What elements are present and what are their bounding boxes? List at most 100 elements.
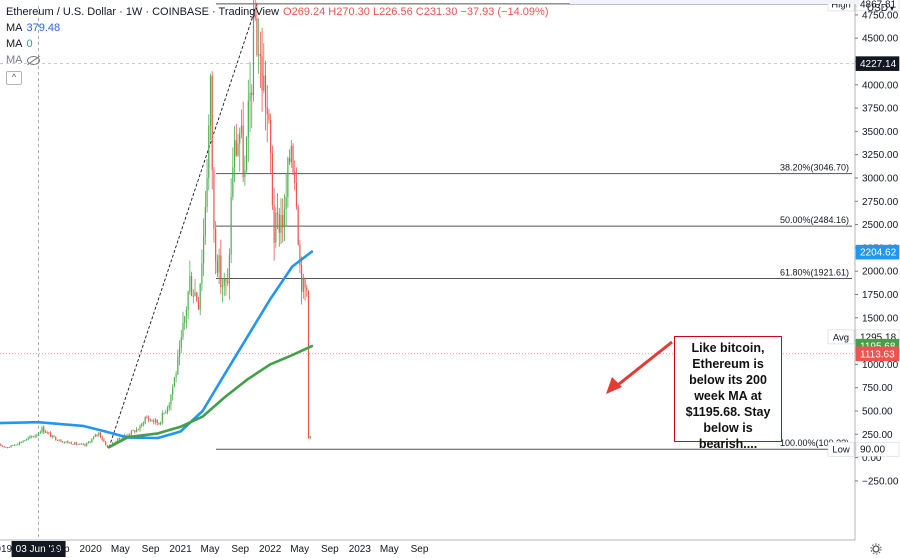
candle-body (239, 132, 241, 144)
candle-body (163, 412, 165, 414)
legend-symbol-row[interactable]: Ethereum / U.S. Dollar · 1W · COINBASE ·… (6, 4, 548, 20)
y-tick-label: 4500.00 (862, 34, 899, 45)
candle-body (10, 445, 12, 447)
legend-ma2-value: 0 (26, 38, 33, 50)
x-tick-label: 2019 (0, 544, 13, 555)
candle-body (280, 214, 282, 233)
candle-body (127, 435, 129, 436)
price-tag-text: 4867.81 (860, 0, 897, 10)
candle-body (50, 433, 52, 438)
candle-body (153, 421, 155, 423)
candle-body (189, 276, 191, 292)
candle-body (297, 206, 299, 245)
gear-icon[interactable] (870, 543, 882, 555)
candle-body (65, 441, 67, 443)
candle-body (230, 197, 232, 255)
candle-body (24, 440, 26, 442)
candle-body (221, 285, 224, 288)
candle-body (60, 440, 62, 442)
candle-body (263, 75, 265, 91)
candle-body (101, 437, 103, 440)
fib-level-label: 38.20%(3046.70) (780, 163, 849, 173)
legend-symbol[interactable]: Ethereum / U.S. Dollar · 1W · COINBASE ·… (6, 6, 280, 18)
top-strip (570, 0, 860, 4)
candle-body (70, 442, 72, 445)
candle-body (149, 419, 151, 421)
candle-body (204, 206, 206, 236)
candle-body (254, 15, 256, 19)
candle-body (166, 407, 169, 412)
candle-body (264, 75, 267, 108)
legend-ma1-value: 379.48 (26, 22, 61, 34)
candle-body (185, 309, 188, 317)
candle-body (225, 278, 227, 282)
x-tick-label: May (380, 544, 399, 555)
candle-body (160, 422, 162, 425)
trend-layer (108, 3, 258, 448)
arrow-layer (606, 340, 673, 394)
candle-body (17, 444, 19, 446)
candle-body (215, 228, 217, 261)
trend-line (108, 3, 258, 448)
candle-body (295, 182, 298, 207)
candle-body (223, 278, 225, 286)
y-tick-label: 3750.00 (862, 104, 899, 115)
candle-body (22, 441, 24, 443)
candle-body (132, 430, 134, 432)
candle-body (235, 140, 237, 156)
candle-body (194, 292, 196, 296)
y-tick-label: 1000.00 (862, 360, 899, 371)
candle-body (246, 137, 248, 171)
y-tick-label: 4750.00 (862, 10, 899, 21)
candle-body (173, 377, 175, 387)
currency-selector[interactable]: USD ▾ (867, 3, 894, 14)
candle-body (251, 92, 253, 96)
candle-body (170, 394, 172, 405)
candle-body (199, 283, 201, 310)
candle-body (233, 140, 236, 168)
candle-body (247, 100, 249, 138)
chevron-down-icon: ▾ (889, 4, 894, 13)
price-tag-side-label: Avg (833, 332, 849, 343)
candle-body (208, 125, 210, 179)
candle-body (98, 432, 100, 436)
candle-body (275, 212, 277, 243)
legend-ma1-row[interactable]: MA 379.48 (6, 20, 548, 36)
legend-collapse-button[interactable]: ^ (6, 71, 22, 85)
candle-body (178, 347, 181, 357)
y-tick-label: −250.00 (862, 476, 899, 487)
candle-body (278, 214, 280, 233)
candle-body (304, 278, 306, 288)
legend-ma1-label: MA (6, 22, 23, 34)
fib-level-label: 61.80%(1921.61) (780, 268, 849, 278)
price-tag-text: 4227.14 (860, 59, 897, 70)
candle-body (1, 445, 4, 447)
callout-arrow-head (606, 377, 622, 394)
candle-body (19, 442, 21, 445)
x-tick-label: 2022 (259, 544, 282, 555)
candle-body (276, 212, 279, 215)
candle-body (27, 437, 29, 439)
annotation-callout[interactable]: Like bitcoin, Ethereum is below its 200 … (674, 336, 782, 451)
y-axis-bg (855, 0, 900, 558)
x-tick-label: 2020 (80, 544, 103, 555)
legend-ma2-row[interactable]: MA 0 (6, 36, 548, 52)
x-tick-label: May (290, 544, 309, 555)
candle-body (36, 435, 38, 437)
candle-body (213, 170, 215, 229)
hidden-eye-icon[interactable] (26, 55, 40, 65)
candle-body (25, 438, 28, 441)
x-tick-label: 03 Jun '19 (16, 544, 62, 555)
candle-body (299, 244, 301, 266)
candle-body (301, 265, 303, 292)
x-tick-label: 2023 (349, 544, 372, 555)
price-tag-text: 90.00 (860, 445, 885, 456)
candle-body (55, 436, 57, 440)
candle-body (80, 443, 83, 445)
legend-ma3-row[interactable]: MA (6, 52, 548, 68)
y-tick-label: 2750.00 (862, 197, 899, 208)
price-tag-text: 1295.18 (860, 332, 897, 343)
candle-body (283, 209, 286, 228)
